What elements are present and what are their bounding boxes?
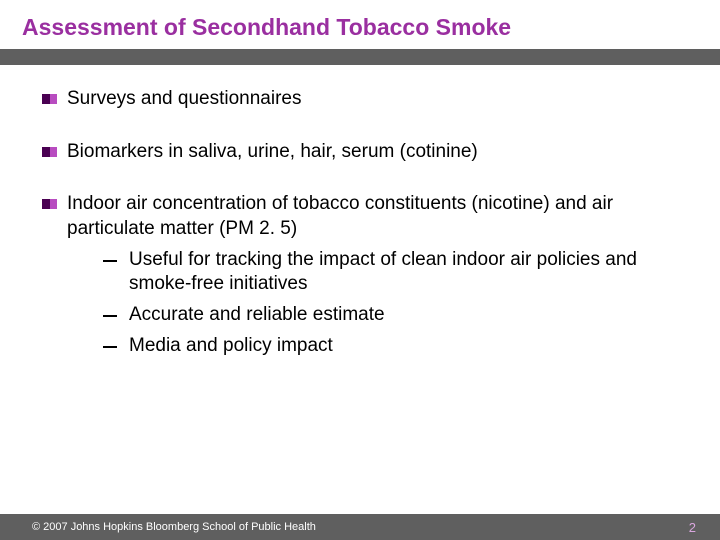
content-area: Surveys and questionnaires Biomarkers in… (0, 65, 720, 385)
dash-icon (103, 315, 117, 317)
title-separator (0, 49, 720, 65)
sub-item: Useful for tracking the impact of clean … (103, 248, 690, 297)
dash-icon (103, 346, 117, 348)
bullet-icon (42, 147, 57, 157)
bullet-item: Indoor air concentration of tobacco cons… (42, 192, 690, 364)
title-bar: Assessment of Secondhand Tobacco Smoke (0, 0, 720, 49)
bullet-text: Indoor air concentration of tobacco cons… (67, 192, 690, 241)
copyright-text: © 2007 Johns Hopkins Bloomberg School of… (32, 521, 316, 533)
sub-text: Accurate and reliable estimate (129, 303, 385, 328)
bullet-text: Biomarkers in saliva, urine, hair, serum… (67, 140, 478, 165)
sub-text: Useful for tracking the impact of clean … (129, 248, 690, 297)
sub-item: Media and policy impact (103, 334, 690, 359)
sub-text: Media and policy impact (129, 334, 333, 359)
footer-bar: © 2007 Johns Hopkins Bloomberg School of… (0, 514, 720, 540)
sub-item: Accurate and reliable estimate (103, 303, 690, 328)
page-number: 2 (689, 520, 696, 535)
slide-title: Assessment of Secondhand Tobacco Smoke (22, 14, 698, 41)
bullet-icon (42, 199, 57, 209)
dash-icon (103, 260, 117, 262)
bullet-text: Surveys and questionnaires (67, 87, 301, 112)
sublist: Useful for tracking the impact of clean … (67, 248, 690, 359)
bullet-icon (42, 94, 57, 104)
bullet-item: Surveys and questionnaires (42, 87, 690, 112)
bullet-item: Biomarkers in saliva, urine, hair, serum… (42, 140, 690, 165)
